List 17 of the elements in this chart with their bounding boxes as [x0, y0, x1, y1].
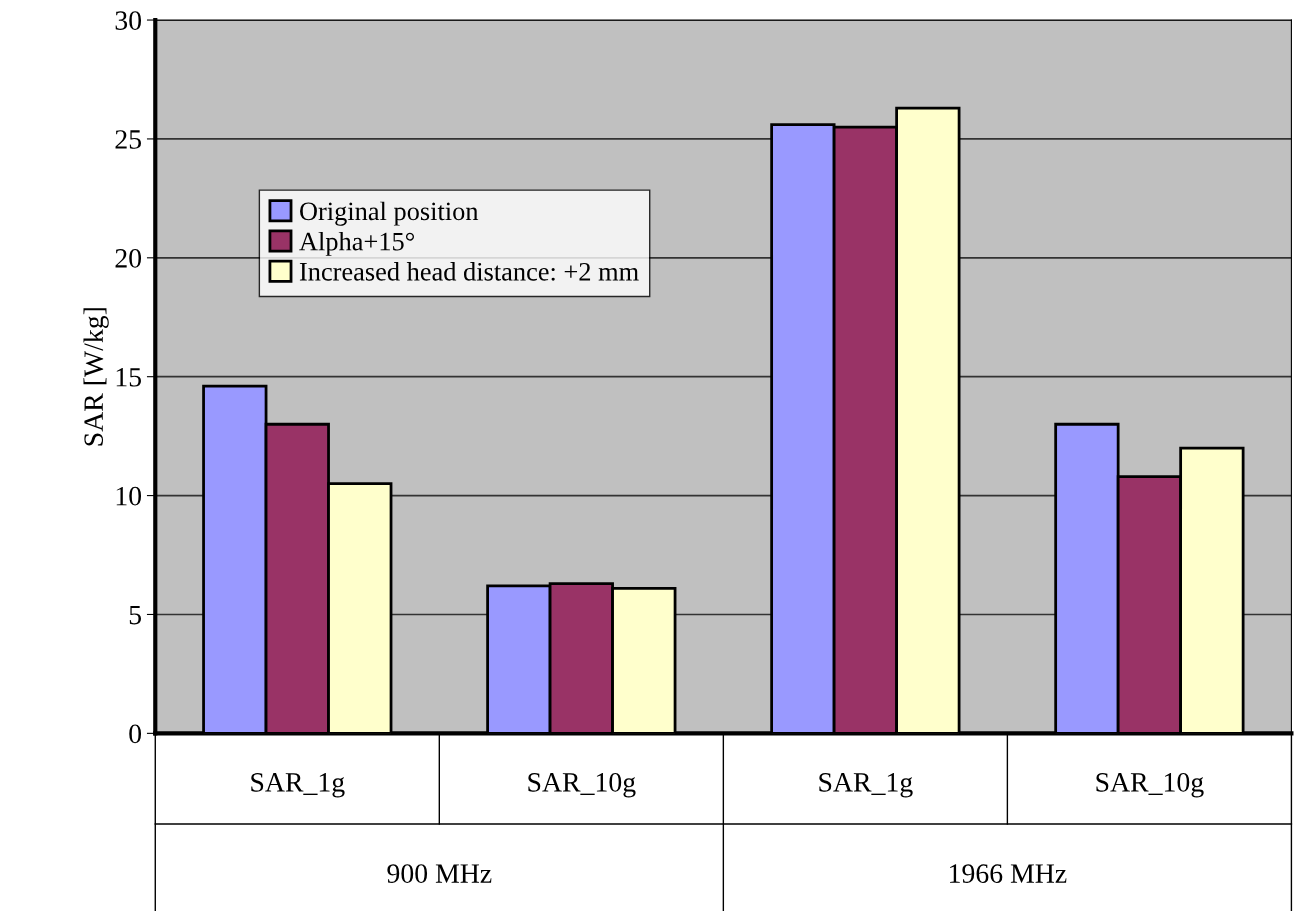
legend-label: Alpha+15°: [299, 231, 414, 256]
y-tick-label: 30: [115, 11, 142, 30]
x-tick-label: SAR_1g: [251, 773, 345, 798]
x-tick-label: SAR_10g: [528, 772, 636, 798]
text: 1966 MHz: [950, 864, 1067, 883]
x-tick-label: SAR_1g: [819, 773, 913, 798]
text: 900 MHz: [387, 864, 492, 883]
y-tick-label: 10: [116, 486, 142, 506]
legend-label: Increased head distance: +2 mm: [299, 262, 639, 281]
y-tick-label: 15: [116, 368, 141, 387]
y-axis-title: SAR [W/kg]: [83, 308, 109, 446]
y-tick-label: 0: [129, 724, 142, 744]
x-tick-label: SAR_10g: [1096, 772, 1204, 798]
legend-label: Original position: [300, 201, 479, 226]
y-tick-label: 5: [129, 605, 141, 625]
y-tick-label: 25: [115, 130, 141, 149]
y-tick-label: 20: [115, 248, 142, 268]
